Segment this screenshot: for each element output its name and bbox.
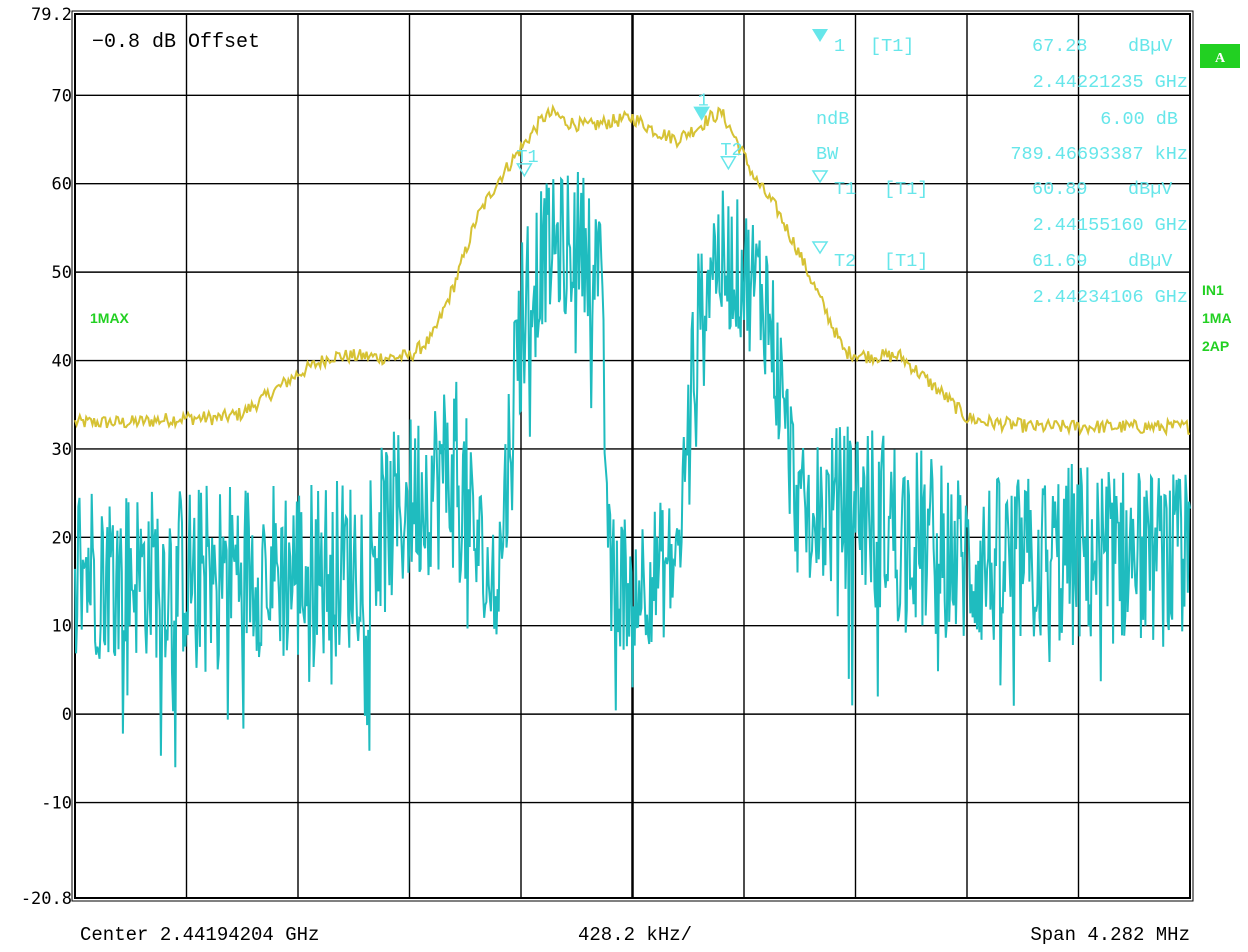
side-label-2ap: 2AP bbox=[1202, 338, 1229, 354]
y-tick-labels: 79.2 70 60 50 40 30 20 10 0 -10 -20.8 bbox=[21, 5, 72, 909]
marker-t2-unit: dBµV bbox=[1128, 251, 1172, 272]
y-tick-label: 70 bbox=[52, 86, 72, 106]
marker-t2-icon bbox=[720, 156, 737, 171]
marker-1-level: 67.28 bbox=[1032, 36, 1088, 57]
a-badge-bg bbox=[1200, 44, 1240, 68]
marker-t1-unit: dBµV bbox=[1128, 179, 1172, 200]
y-tick-label: 60 bbox=[52, 175, 72, 195]
marker-t1-tag: T1 bbox=[516, 147, 538, 168]
side-label-1ma: 1MA bbox=[1202, 310, 1232, 326]
y-tick-label: 30 bbox=[52, 440, 72, 460]
marker-t2-trace: [T1] bbox=[884, 251, 928, 272]
marker-readout: 1 [T1] 67.28 dBµV 2.44221235 GHz ndB 6.0… bbox=[811, 29, 1188, 308]
bw-label: BW bbox=[816, 144, 839, 165]
offset-text: −0.8 dB Offset bbox=[92, 31, 260, 54]
y-tick-label: -10 bbox=[41, 794, 72, 814]
clearwrite-trace bbox=[74, 171, 1191, 768]
ndb-label: ndB bbox=[816, 109, 849, 130]
marker-t1-label: T1 bbox=[834, 179, 856, 200]
y-tick-label: 50 bbox=[52, 263, 72, 283]
bw-value: 789.46693387 kHz bbox=[1010, 144, 1188, 165]
side-label-in1: IN1 bbox=[1202, 282, 1224, 298]
y-tick-label: 10 bbox=[52, 617, 72, 637]
marker-t1-level: 60.89 bbox=[1032, 179, 1088, 200]
marker-t2-tag: T2 bbox=[720, 140, 742, 161]
markers: 1 T1 T2 bbox=[516, 90, 743, 178]
maxhold-trace bbox=[74, 103, 1191, 437]
y-tick-label: 40 bbox=[52, 352, 72, 372]
y-tick-label: -20.8 bbox=[21, 889, 72, 909]
marker-t1-readout-icon bbox=[811, 170, 829, 184]
a-badge: A bbox=[1215, 51, 1226, 66]
span: Span 4.282 MHz bbox=[1030, 924, 1190, 946]
per-division: 428.2 kHz/ bbox=[578, 924, 693, 946]
center-frequency: Center 2.44194204 GHz bbox=[80, 924, 320, 946]
ndb-value: 6.00 dB bbox=[1100, 109, 1178, 130]
plot-frame-outer bbox=[71, 10, 1194, 902]
marker-t1-freq: 2.44155160 GHz bbox=[1033, 215, 1188, 236]
marker-1-label: 1 bbox=[834, 36, 845, 57]
marker-1-tag: 1 bbox=[698, 90, 709, 111]
marker-t1-icon bbox=[516, 163, 533, 178]
marker-t2-freq: 2.44234106 GHz bbox=[1033, 287, 1188, 308]
trace-mode-label: 1MAX bbox=[90, 310, 130, 326]
marker-1-freq: 2.44221235 GHz bbox=[1033, 72, 1188, 93]
marker-t2-label: T2 bbox=[834, 251, 856, 272]
y-tick-label: 79.2 bbox=[31, 5, 72, 25]
y-tick-label: 20 bbox=[52, 528, 72, 548]
marker-1-unit: dBµV bbox=[1128, 36, 1172, 57]
marker-t1-trace: [T1] bbox=[884, 179, 928, 200]
marker-1-trace: [T1] bbox=[870, 36, 914, 57]
y-tick-label: 0 bbox=[62, 705, 72, 725]
marker-1-icon bbox=[693, 106, 710, 121]
marker-t2-level: 61.69 bbox=[1032, 251, 1088, 272]
marker-1-readout-icon bbox=[812, 29, 828, 42]
marker-t2-readout-icon bbox=[811, 241, 829, 255]
